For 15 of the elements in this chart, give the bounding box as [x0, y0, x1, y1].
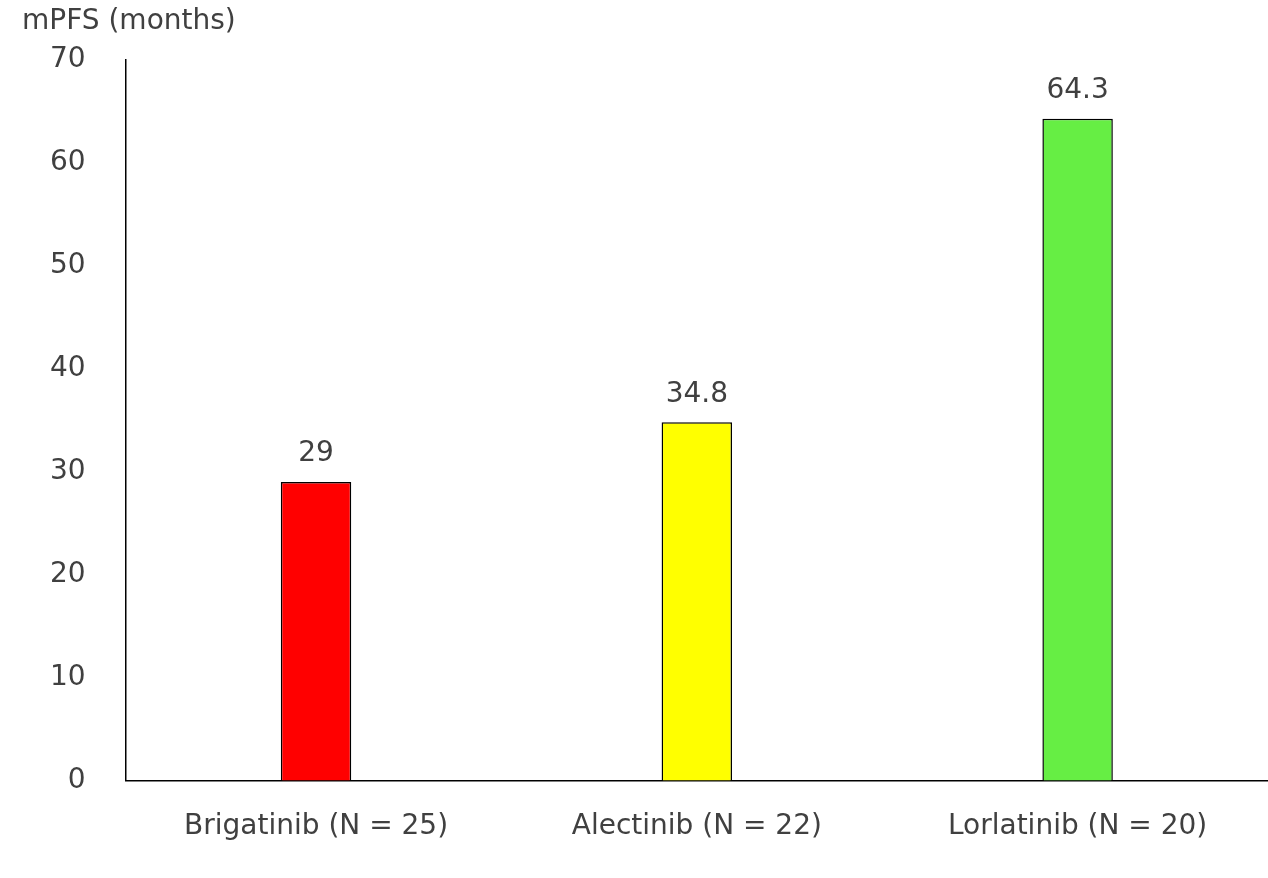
- y-tick-label: 50: [49, 247, 86, 281]
- y-tick-label: 40: [49, 350, 86, 384]
- data-label: 34.8: [665, 375, 728, 409]
- y-tick-label: 60: [49, 144, 86, 178]
- y-tick-label: 0: [67, 761, 86, 795]
- x-tick-label: Brigatinib (N = 25): [183, 808, 449, 842]
- y-tick-label: 20: [49, 555, 86, 589]
- data-label: 29: [298, 435, 334, 469]
- y-tick-label: 70: [49, 41, 86, 75]
- y-tick-label: 30: [49, 452, 86, 486]
- x-tick-label: Alectinib (N = 22): [571, 808, 822, 842]
- y-tick-label: 10: [49, 658, 86, 692]
- x-tick-label: Lorlatinib (N = 20): [947, 808, 1208, 842]
- y-axis-title: mPFS (months): [22, 3, 236, 37]
- data-label: 64.3: [1046, 71, 1109, 105]
